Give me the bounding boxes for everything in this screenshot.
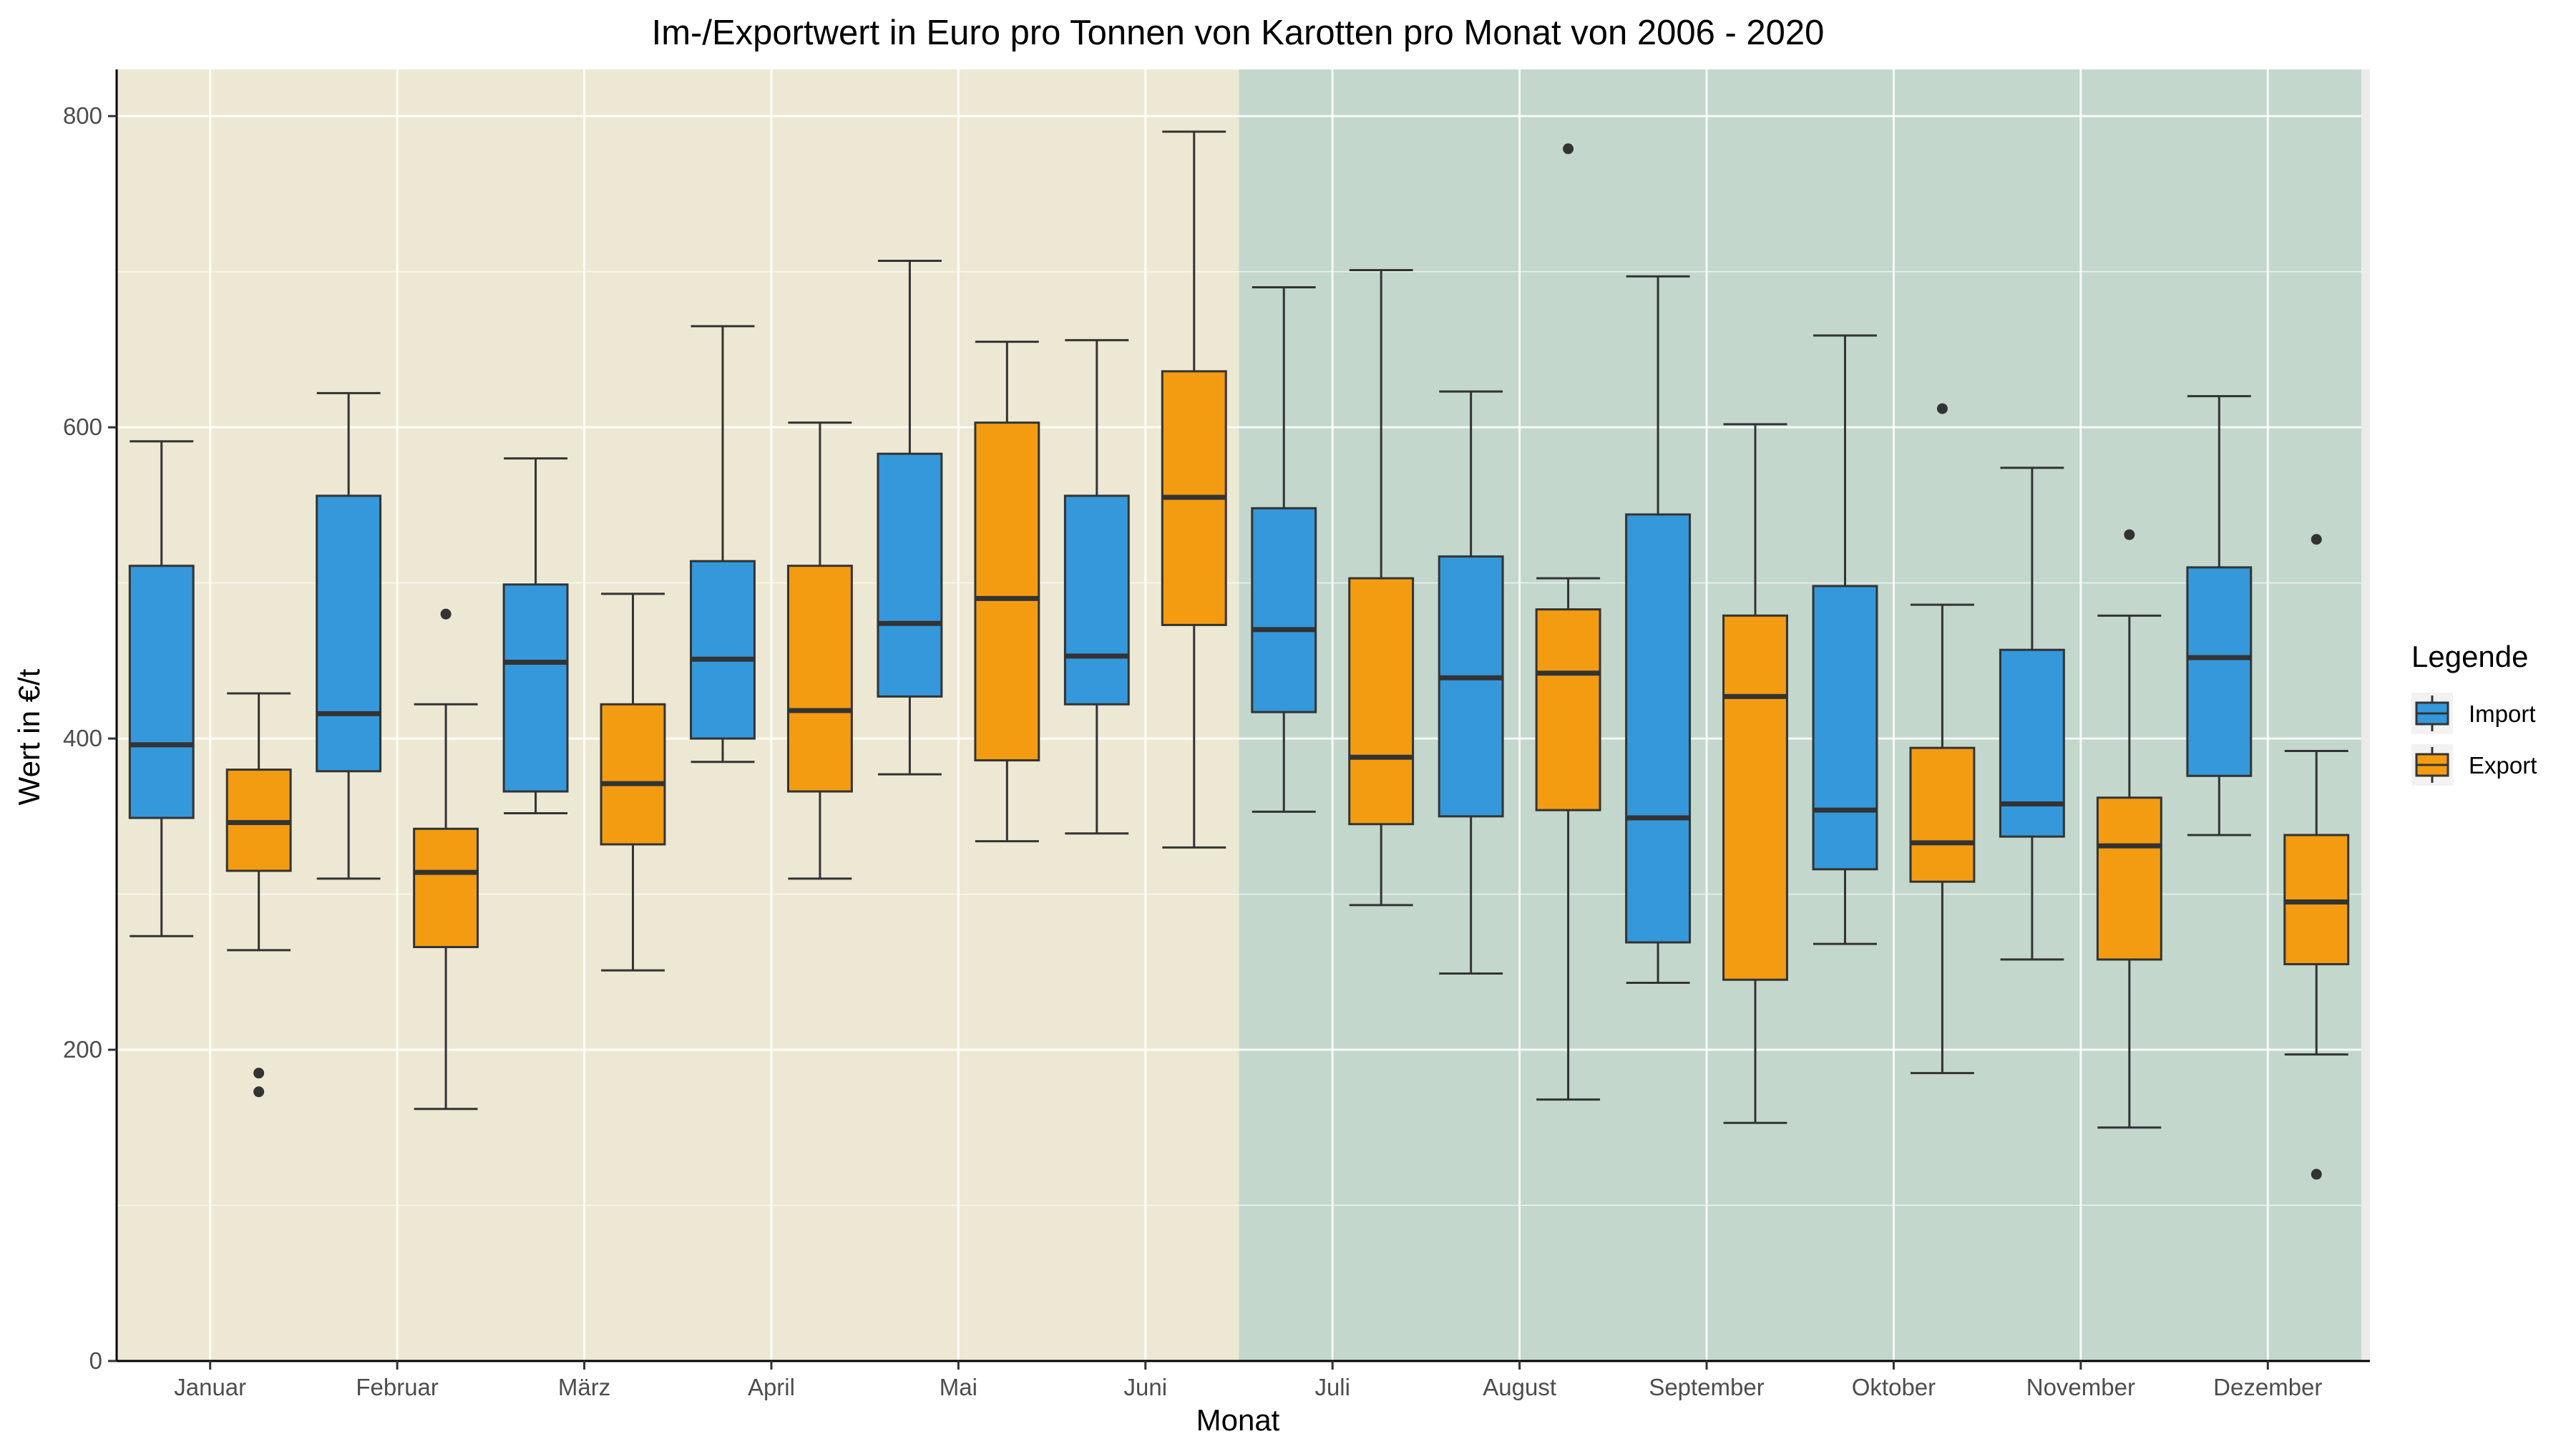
box-import-februar	[316, 391, 382, 880]
box-import-august	[1438, 390, 1504, 975]
box-export-august	[1535, 143, 1601, 1101]
x-tick-label: Juni	[1124, 1374, 1168, 1400]
x-tick-label: Dezember	[2213, 1374, 2322, 1400]
outlier-point	[2311, 1169, 2322, 1180]
x-tick-labels: Januar Februar März April Mai Juni Juli August S…	[174, 1361, 2322, 1400]
box-import-juli	[1251, 286, 1317, 813]
box-body	[1625, 513, 1692, 944]
x-tick-label: Oktober	[1852, 1374, 1936, 1400]
x-tick-label: Mai	[940, 1374, 977, 1400]
box-body	[786, 565, 853, 793]
box-export-oktober	[1909, 403, 1976, 1075]
box-export-märz	[600, 592, 666, 972]
box-body	[1063, 494, 1130, 706]
legend-entry-import: Import	[2411, 693, 2536, 734]
box-body	[413, 827, 479, 949]
y-tick-label: 800	[63, 102, 102, 129]
legend-title: Legende	[2411, 640, 2529, 673]
box-export-dezember	[2283, 534, 2350, 1180]
background-region	[117, 69, 1239, 1361]
box-body	[502, 583, 569, 793]
x-axis-title: Monat	[1196, 1403, 1280, 1437]
y-tick-label: 400	[63, 725, 102, 751]
legend-entry-export: Export	[2411, 744, 2537, 786]
box-export-juli	[1348, 269, 1415, 907]
y-tick-label: 200	[63, 1036, 102, 1063]
box-body	[1348, 577, 1415, 826]
x-tick-label: September	[1649, 1374, 1764, 1400]
x-tick-label: April	[748, 1374, 795, 1400]
background-regions	[117, 69, 2370, 1361]
x-tick-label: Juli	[1314, 1374, 1350, 1400]
box-import-november	[1999, 467, 2065, 961]
box-import-märz	[502, 457, 569, 815]
x-tick-label: Januar	[174, 1374, 246, 1400]
box-import-oktober	[1812, 334, 1878, 945]
box-body	[690, 560, 756, 740]
box-body	[1909, 746, 1976, 883]
box-body	[316, 494, 382, 773]
box-body	[2096, 796, 2162, 961]
box-import-januar	[128, 440, 195, 937]
chart-title: Im-/Exportwert in Euro pro Tonnen von Ka…	[652, 14, 1825, 52]
box-body	[1535, 608, 1601, 811]
box-body	[1999, 648, 2065, 838]
box-import-april	[690, 325, 756, 763]
legend-label: Import	[2469, 701, 2536, 727]
box-export-juni	[1161, 130, 1227, 849]
box-export-september	[1722, 423, 1788, 1124]
box-body	[128, 565, 195, 819]
panel-edge	[2361, 69, 2370, 1361]
box-export-februar	[413, 608, 479, 1111]
legend-entries: Import Export	[2411, 693, 2537, 786]
x-tick-label: Februar	[356, 1374, 439, 1400]
box-body	[974, 421, 1040, 762]
box-body	[1251, 507, 1317, 713]
y-tick-label: 0	[89, 1347, 102, 1374]
legend: Legende Import Export	[2411, 640, 2537, 786]
outlier-point	[1936, 403, 1948, 414]
box-body	[877, 452, 943, 698]
outlier-point	[2311, 534, 2322, 545]
box-export-november	[2096, 529, 2162, 1129]
axes	[115, 69, 2370, 1362]
box-export-januar	[225, 692, 292, 1098]
box-import-mai	[877, 259, 943, 776]
box-import-juni	[1063, 338, 1130, 835]
y-axis-title: Wert in €/t	[12, 668, 46, 805]
x-tick-label: März	[558, 1374, 610, 1400]
box-body	[2186, 566, 2253, 777]
background-region	[1239, 69, 2361, 1361]
y-tick-labels: 0 200 400 600 800	[63, 102, 117, 1374]
box-body	[1722, 614, 1788, 981]
x-tick-label: August	[1483, 1374, 1556, 1400]
box-export-april	[786, 421, 853, 880]
box-import-september	[1625, 275, 1692, 985]
x-tick-label: November	[2026, 1374, 2135, 1400]
box-body	[1438, 555, 1504, 818]
outlier-point	[1563, 143, 1574, 155]
box-body	[1812, 585, 1878, 871]
outlier-point	[253, 1068, 265, 1079]
y-tick-label: 600	[63, 414, 102, 440]
box-export-mai	[974, 341, 1040, 843]
box-series	[128, 130, 2350, 1180]
legend-label: Export	[2469, 752, 2537, 779]
outlier-point	[2124, 529, 2135, 540]
box-body	[600, 703, 666, 846]
box-import-dezember	[2186, 395, 2253, 836]
outlier-point	[253, 1086, 265, 1098]
outlier-point	[440, 608, 452, 620]
